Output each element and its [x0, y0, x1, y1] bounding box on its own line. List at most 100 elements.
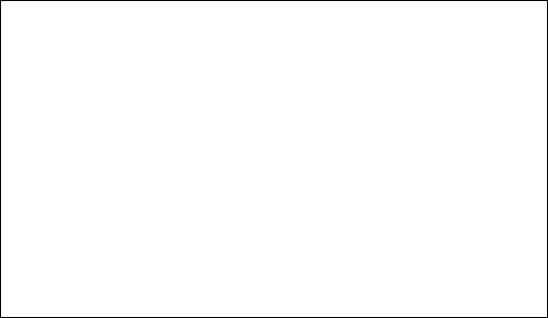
- Bar: [145, 162, 157, 174]
- Bar: [344, 57, 349, 75]
- Text: ÷100: ÷100: [168, 241, 188, 251]
- Text: 3: 3: [442, 141, 447, 149]
- Bar: [163, 57, 168, 75]
- Bar: [313, 227, 351, 239]
- Bar: [159, 84, 209, 96]
- Text: ±10%: ±10%: [301, 38, 319, 47]
- Bar: [313, 136, 363, 148]
- Text: 0: 0: [302, 99, 307, 107]
- Bar: [454, 55, 478, 65]
- Text: ±2%: ±2%: [9, 179, 23, 188]
- Text: X10000000: X10000000: [458, 194, 496, 200]
- Ellipse shape: [422, 61, 430, 83]
- Text: Orange: Orange: [72, 71, 104, 80]
- Text: Red: Red: [80, 179, 96, 188]
- Bar: [452, 113, 502, 125]
- Text: EXAMPLE: EXAMPLE: [378, 67, 408, 73]
- Text: 7: 7: [98, 12, 102, 18]
- Bar: [424, 100, 436, 112]
- Text: 0: 0: [288, 86, 294, 94]
- Text: ÷10: ÷10: [324, 229, 340, 238]
- Text: X100: X100: [469, 129, 486, 135]
- Bar: [22, 165, 54, 175]
- Text: Purple: Purple: [72, 123, 104, 132]
- Bar: [145, 84, 157, 96]
- Bar: [452, 87, 502, 99]
- Bar: [480, 22, 500, 32]
- Text: 4: 4: [442, 154, 447, 162]
- Bar: [452, 152, 502, 164]
- Text: 7: 7: [288, 190, 294, 198]
- Bar: [22, 57, 54, 67]
- Text: X100000: X100000: [462, 168, 492, 174]
- Bar: [422, 22, 452, 32]
- Text: 0: 0: [302, 86, 307, 94]
- Bar: [438, 152, 450, 164]
- Text: Gold: Gold: [77, 192, 99, 201]
- Bar: [438, 165, 450, 177]
- Bar: [452, 230, 490, 242]
- Text: 5: 5: [12, 97, 16, 106]
- Bar: [22, 122, 54, 132]
- Text: 2: 2: [288, 125, 294, 134]
- Text: 6: 6: [12, 110, 16, 119]
- Text: 0: 0: [427, 101, 432, 110]
- Bar: [145, 123, 157, 135]
- Bar: [424, 139, 436, 151]
- Bar: [159, 97, 209, 109]
- Bar: [288, 27, 332, 37]
- Bar: [22, 83, 54, 93]
- Bar: [424, 113, 436, 125]
- Text: X1: X1: [179, 86, 189, 94]
- Bar: [175, 57, 180, 75]
- Text: X1000000000: X1000000000: [161, 217, 207, 223]
- Text: 0: 0: [427, 88, 432, 98]
- Text: 5: 5: [302, 163, 307, 172]
- Ellipse shape: [369, 55, 377, 77]
- Text: 6: 6: [302, 176, 307, 185]
- Bar: [285, 201, 297, 213]
- Bar: [145, 201, 157, 213]
- Text: 4 Band Resistors: 4 Band Resistors: [168, 307, 248, 315]
- Bar: [22, 31, 54, 41]
- Bar: [299, 110, 311, 122]
- Bar: [313, 175, 363, 187]
- Text: ±2%: ±2%: [303, 17, 317, 25]
- Text: 6: 6: [149, 176, 153, 185]
- Text: ±1%: ±1%: [9, 166, 23, 175]
- Bar: [107, 2, 119, 11]
- Bar: [42, 2, 54, 11]
- Bar: [81, 2, 93, 11]
- Bar: [22, 96, 54, 106]
- Bar: [29, 2, 41, 11]
- Bar: [199, 57, 204, 75]
- Bar: [159, 123, 209, 135]
- Ellipse shape: [230, 55, 238, 77]
- Bar: [137, 304, 280, 318]
- Text: 100: 100: [459, 23, 473, 31]
- Text: 0: 0: [442, 101, 447, 110]
- Text: X1000: X1000: [466, 142, 488, 148]
- Text: ±10%: ±10%: [429, 57, 446, 63]
- Bar: [159, 175, 209, 187]
- Bar: [145, 97, 157, 109]
- Bar: [313, 162, 363, 174]
- Text: X1000000000: X1000000000: [454, 220, 500, 226]
- Text: White: White: [75, 149, 101, 158]
- Bar: [452, 139, 502, 151]
- Text: 7: 7: [442, 192, 447, 202]
- Bar: [299, 201, 311, 213]
- Bar: [120, 2, 132, 11]
- Text: 4: 4: [427, 154, 432, 162]
- Text: Black: Black: [75, 32, 101, 41]
- Text: Blue: Blue: [77, 110, 99, 119]
- Text: X1000000: X1000000: [167, 178, 201, 184]
- Bar: [422, 55, 452, 65]
- Bar: [145, 188, 157, 200]
- Bar: [452, 126, 502, 138]
- Text: 1: 1: [288, 112, 294, 121]
- Bar: [454, 44, 478, 54]
- Text: 2: 2: [33, 12, 37, 18]
- Bar: [145, 16, 189, 26]
- Bar: [452, 243, 490, 255]
